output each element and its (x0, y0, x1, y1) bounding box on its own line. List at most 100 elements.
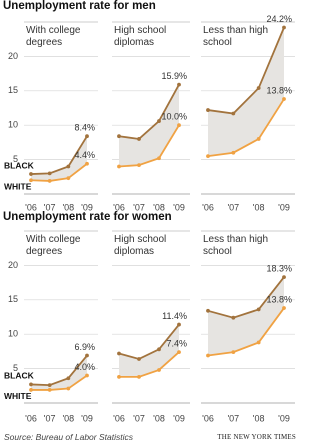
y-tick-label: 5 (13, 363, 18, 373)
x-tick-label: '07 (44, 413, 56, 423)
value-label: 13.8% (266, 85, 292, 95)
point (66, 176, 71, 181)
line (207, 307, 285, 357)
source: Source: Bureau of Labor Statistics (4, 432, 133, 442)
panel-title: High school diplomas (114, 234, 167, 257)
gap-area (208, 27, 284, 157)
x-tick-label: '09 (81, 413, 93, 423)
x-tick-label: '06 (25, 413, 37, 423)
panel-title: Less than high school (203, 25, 269, 48)
point (29, 382, 33, 387)
value-label: 18.3% (266, 263, 292, 273)
point (177, 322, 181, 327)
x-tick-label: '07 (133, 413, 145, 423)
y-tick-label: 10 (8, 329, 18, 339)
point (85, 373, 89, 378)
x-tick-label: '06 (113, 413, 125, 423)
legend-label: WHITE (4, 391, 32, 401)
value-label: 8.4% (74, 123, 95, 133)
gap-area (31, 136, 87, 181)
point (157, 347, 161, 352)
x-tick-label: '08 (253, 413, 265, 423)
x-tick-label: '08 (153, 413, 165, 423)
gap-area (119, 84, 179, 167)
point (29, 178, 33, 183)
point (206, 308, 210, 313)
value-label: 7.4% (166, 338, 187, 348)
point (29, 172, 33, 176)
page: 5 10 15 20 '06 '07 '08 '09 8.4% BLACK 4.4% WHITE '06… (3, 0, 296, 442)
credit: THE NEW YORK TIMES (217, 433, 296, 441)
point (137, 137, 141, 141)
point (117, 374, 121, 379)
point (137, 163, 141, 168)
section-title: Unemployment rate for men (3, 0, 156, 12)
panel-title: High school diplomas (114, 25, 167, 48)
point (206, 154, 210, 159)
point (206, 353, 210, 358)
point (29, 388, 33, 392)
x-tick-label: '08 (62, 202, 74, 212)
point (177, 82, 181, 87)
section-title: Unemployment rate for women (3, 211, 172, 223)
line (119, 351, 180, 378)
x-tick-label: '09 (81, 202, 93, 212)
x-tick-label: '06 (25, 202, 37, 212)
gap-area (208, 277, 284, 356)
point (282, 97, 286, 101)
value-label: 6.9% (74, 342, 95, 352)
point (66, 386, 71, 391)
y-tick-label: 15 (8, 85, 18, 95)
value-label: 11.4% (162, 311, 187, 321)
line (31, 374, 88, 391)
point (231, 111, 236, 116)
line (207, 27, 285, 115)
line (30, 163, 88, 182)
gap-area (31, 355, 87, 390)
legend-label: BLACK (4, 160, 35, 170)
point (117, 351, 121, 356)
y-tick-label: 10 (8, 120, 18, 130)
x-tick-label: '06 (202, 202, 214, 212)
point (231, 150, 236, 155)
line (118, 324, 180, 360)
x-tick-label: '09 (173, 202, 185, 212)
point (137, 374, 141, 379)
point (282, 25, 286, 30)
point (66, 376, 71, 381)
x-tick-label: '08 (62, 413, 74, 423)
point (117, 134, 121, 139)
line (30, 135, 88, 175)
point (157, 368, 161, 372)
gap-area (119, 324, 179, 377)
legend-label: WHITE (4, 181, 32, 191)
legend-label: BLACK (4, 371, 35, 381)
point (206, 108, 210, 112)
point (157, 119, 161, 123)
panel-title: With college degrees (26, 234, 81, 257)
point (282, 306, 286, 310)
point (47, 383, 52, 388)
y-tick-label: 15 (8, 294, 18, 304)
point (256, 137, 261, 141)
point (47, 388, 52, 392)
panel-title: With college degrees (26, 25, 81, 48)
point (85, 161, 89, 166)
point (231, 315, 236, 320)
point (231, 350, 236, 354)
x-tick-label: '07 (227, 413, 239, 423)
point (66, 164, 71, 169)
x-tick-label: '07 (227, 202, 239, 212)
x-tick-label: '09 (173, 413, 185, 423)
point (47, 171, 52, 176)
point (282, 275, 286, 279)
value-label: 15.9% (161, 71, 187, 81)
point (117, 164, 121, 169)
x-tick-label: '06 (113, 202, 125, 212)
point (85, 353, 89, 358)
line (207, 98, 285, 158)
point (256, 307, 261, 312)
point (256, 340, 261, 345)
x-tick-label: '08 (153, 202, 165, 212)
value-label: 4.4% (74, 150, 95, 160)
